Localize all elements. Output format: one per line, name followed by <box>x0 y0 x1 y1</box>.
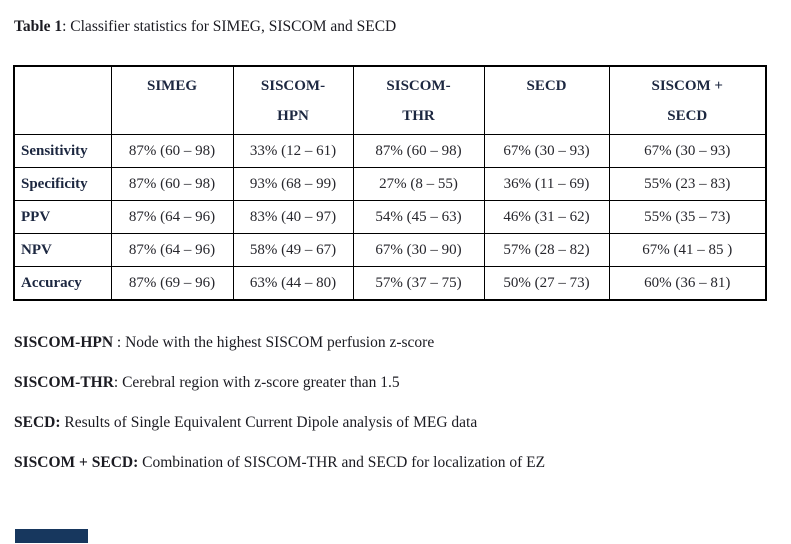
table-cell: 63% (44 – 80) <box>232 266 354 301</box>
table-caption: Table 1: Classifier statistics for SIMEG… <box>14 18 396 36</box>
table-cell: 87% (60 – 98) <box>110 134 234 168</box>
table-cell: 33% (12 – 61) <box>232 134 354 168</box>
table-cell: 36% (11 – 69) <box>483 167 610 201</box>
footnote-term: SECD: <box>14 414 61 431</box>
table-caption-text: : Classifier statistics for SIMEG, SISCO… <box>62 18 397 35</box>
table-row-specificity: Specificity 87% (60 – 98) 93% (68 – 99) … <box>13 167 767 201</box>
footnote-term: SISCOM-HPN <box>14 334 114 351</box>
footnote-siscom-plus-secd: SISCOM + SECD: Combination of SISCOM-THR… <box>14 453 545 472</box>
table-cell: 67% (30 – 90) <box>352 233 485 267</box>
header-text: THR <box>402 108 435 124</box>
header-text: SISCOM + <box>651 78 723 94</box>
footnote-definition: : Cerebral region with z-score greater t… <box>113 374 400 391</box>
header-text: HPN <box>277 108 309 124</box>
footnote-siscom-thr: SISCOM-THR: Cerebral region with z-score… <box>14 373 545 392</box>
row-label: NPV <box>13 233 112 267</box>
footnote-term: SISCOM-THR <box>14 374 114 391</box>
footnote-siscom-hpn: SISCOM-HPN : Node with the highest SISCO… <box>14 333 545 352</box>
header-cell-siscom-thr: SISCOM- THR <box>352 65 485 135</box>
footnote-term: SISCOM + SECD: <box>14 454 139 471</box>
table-row-sensitivity: Sensitivity 87% (60 – 98) 33% (12 – 61) … <box>13 134 767 168</box>
header-cell-simeg: SIMEG <box>110 65 234 135</box>
header-text: SIMEG <box>146 78 197 94</box>
table-cell: 50% (27 – 73) <box>483 266 610 301</box>
table-header-row: SIMEG SISCOM- HPN SISCOM- THR SECD SISCO… <box>13 65 767 135</box>
footnotes-block: SISCOM-HPN : Node with the highest SISCO… <box>14 333 545 493</box>
header-cell-secd: SECD <box>483 65 610 135</box>
header-text: SISCOM- <box>386 78 451 94</box>
header-cell-blank <box>13 65 112 135</box>
header-text: SISCOM- <box>260 78 326 94</box>
table-cell: 67% (30 – 93) <box>608 134 767 168</box>
table-cell: 87% (69 – 96) <box>110 266 234 301</box>
footnote-definition: Combination of SISCOM-THR and SECD for l… <box>138 454 546 471</box>
table-row-ppv: PPV 87% (64 – 96) 83% (40 – 97) 54% (45 … <box>13 200 767 234</box>
table-cell: 93% (68 – 99) <box>232 167 354 201</box>
table-cell: 54% (45 – 63) <box>352 200 485 234</box>
table-cell: 67% (30 – 93) <box>483 134 610 168</box>
table-cell: 55% (35 – 73) <box>608 200 767 234</box>
row-label: Sensitivity <box>13 134 112 168</box>
table-row-accuracy: Accuracy 87% (69 – 96) 63% (44 – 80) 57%… <box>13 266 767 301</box>
table-cell: 83% (40 – 97) <box>232 200 354 234</box>
header-cell-siscom-hpn: SISCOM- HPN <box>232 65 354 135</box>
header-text: SECD <box>667 108 708 124</box>
row-label: PPV <box>13 200 112 234</box>
table-cell: 58% (49 – 67) <box>232 233 354 267</box>
header-cell-siscom-plus-secd: SISCOM + SECD <box>608 65 767 135</box>
bottom-accent-bar <box>15 529 88 543</box>
row-label: Specificity <box>13 167 112 201</box>
footnote-definition: Results of Single Equivalent Current Dip… <box>60 414 478 431</box>
table-cell: 57% (37 – 75) <box>352 266 485 301</box>
footnote-definition: : Node with the highest SISCOM perfusion… <box>113 334 435 351</box>
table-cell: 87% (64 – 96) <box>110 233 234 267</box>
table-cell: 87% (60 – 98) <box>110 167 234 201</box>
classifier-stats-table: SIMEG SISCOM- HPN SISCOM- THR SECD SISCO… <box>13 65 767 301</box>
table-cell: 27% (8 – 55) <box>352 167 485 201</box>
row-label: Accuracy <box>13 266 112 301</box>
table-cell: 60% (36 – 81) <box>608 266 767 301</box>
table-caption-label: Table 1 <box>14 18 63 35</box>
table-cell: 67% (41 – 85 ) <box>608 233 767 267</box>
table-cell: 46% (31 – 62) <box>483 200 610 234</box>
table-cell: 87% (64 – 96) <box>110 200 234 234</box>
footnote-secd: SECD: Results of Single Equivalent Curre… <box>14 413 545 432</box>
table-cell: 55% (23 – 83) <box>608 167 767 201</box>
table-row-npv: NPV 87% (64 – 96) 58% (49 – 67) 67% (30 … <box>13 233 767 267</box>
table-cell: 57% (28 – 82) <box>483 233 610 267</box>
header-text: SECD <box>526 78 567 94</box>
table-cell: 87% (60 – 98) <box>352 134 485 168</box>
